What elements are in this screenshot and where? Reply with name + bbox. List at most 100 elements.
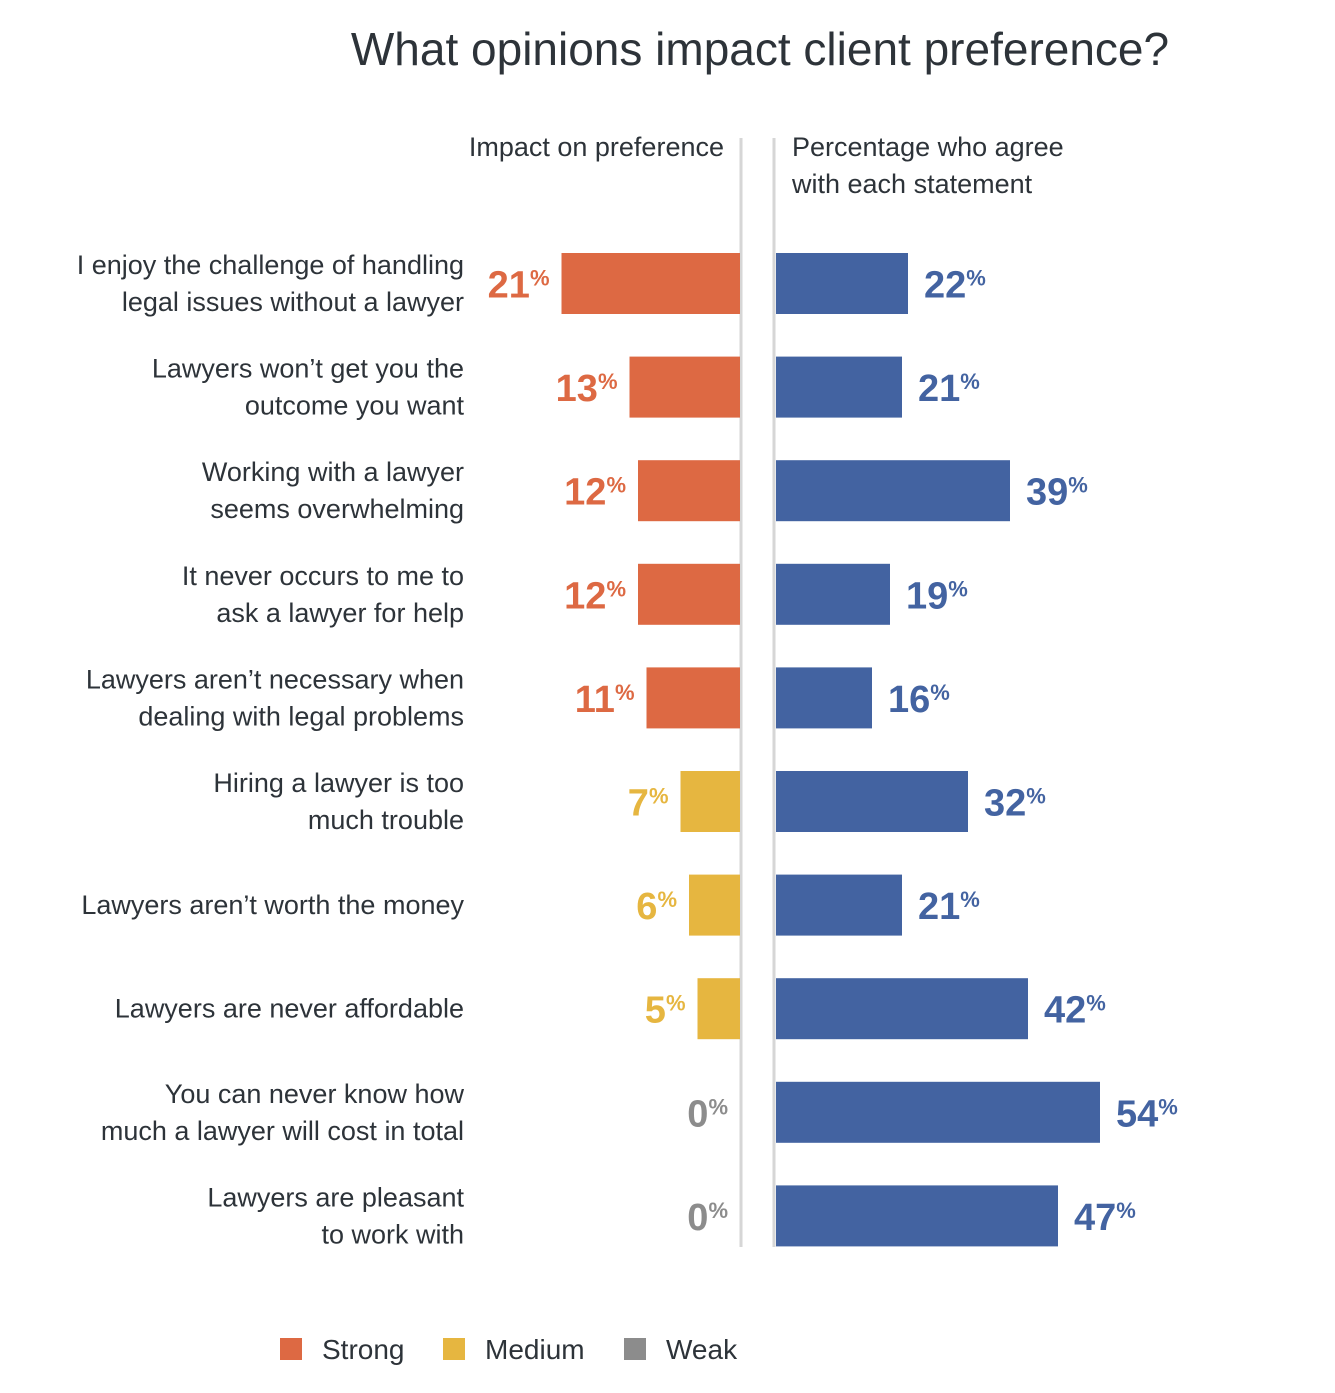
chart-row: You can never know how much a lawyer will…: [101, 1079, 1178, 1146]
impact-value-label-unit: %: [666, 991, 686, 1016]
impact-value-label: 12%: [564, 472, 626, 514]
category-label: I enjoy the challenge of handling legal i…: [77, 250, 464, 317]
agree-value-label-number: 16: [888, 679, 930, 721]
impact-bar: [561, 253, 740, 314]
impact-value-label-number: 5: [645, 990, 666, 1032]
category-label: Lawyers are never affordable: [115, 994, 464, 1024]
agree-bar: [776, 978, 1028, 1040]
category-label-line: much trouble: [308, 805, 464, 835]
category-label-line: You can never know how: [165, 1079, 465, 1109]
legend-item: Strong: [280, 1334, 405, 1365]
impact-value-label: 0%: [687, 1093, 728, 1135]
agree-bar: [776, 1185, 1058, 1247]
category-label-line: Lawyers are never affordable: [115, 994, 464, 1024]
impact-bar: [689, 874, 740, 936]
impact-value-label-number: 6: [636, 886, 657, 928]
right-column-header-line-1: Percentage who agree: [792, 132, 1064, 162]
agree-bar: [776, 460, 1010, 522]
impact-value-label-number: 12: [564, 575, 606, 617]
category-label-line: dealing with legal problems: [138, 701, 464, 731]
impact-value-label-number: 7: [628, 783, 649, 825]
agree-value-label-number: 32: [984, 783, 1026, 825]
agree-value-label-unit: %: [948, 576, 968, 601]
legend-item: Weak: [624, 1334, 738, 1365]
agree-value-label-unit: %: [1068, 473, 1088, 498]
agree-bar: [776, 253, 908, 314]
chart-row: Working with a lawyer seems overwhelming 1…: [202, 457, 1088, 524]
legend-item: Medium: [443, 1334, 585, 1365]
impact-value-label: 13%: [556, 368, 618, 410]
impact-value-label-unit: %: [615, 680, 635, 705]
impact-bar: [680, 771, 740, 832]
impact-value-label-number: 21: [488, 265, 530, 307]
impact-value-label: 11%: [575, 679, 635, 721]
chart-row: Lawyers won’t get you the outcome you wan…: [152, 354, 980, 421]
impact-value-label-number: 13: [556, 368, 598, 410]
impact-value-label-unit: %: [606, 576, 626, 601]
chart-row: Lawyers aren’t worth the money 6% 21%: [81, 874, 980, 936]
category-label-line: I enjoy the challenge of handling: [77, 250, 464, 280]
category-label: Lawyers won’t get you the outcome you wan…: [152, 354, 465, 421]
agree-value-label: 39%: [1026, 472, 1088, 514]
agree-value-label: 22%: [924, 265, 986, 307]
agree-value-label-number: 22: [924, 265, 966, 307]
chart-row: I enjoy the challenge of handling legal i…: [77, 250, 986, 317]
impact-value-label: 12%: [564, 575, 626, 617]
agree-value-label: 21%: [918, 886, 980, 928]
agree-value-label-unit: %: [960, 369, 980, 394]
impact-bar: [638, 563, 740, 625]
chart-row: Lawyers are pleasant to work with 0% 47%: [207, 1182, 1136, 1249]
chart-row: Hiring a lawyer is too much trouble 7% 32%: [213, 768, 1045, 835]
agree-bar: [776, 874, 902, 936]
impact-value-label: 5%: [645, 990, 686, 1032]
agree-value-label-number: 21: [918, 886, 960, 928]
legend-label: Medium: [485, 1334, 585, 1365]
impact-value-label-number: 11: [575, 679, 615, 721]
category-label: Lawyers aren’t worth the money: [81, 890, 464, 920]
impact-bar: [646, 667, 740, 729]
impact-bar: [638, 460, 740, 522]
category-label-line: Working with a lawyer: [202, 457, 464, 487]
impact-value-label-number: 0: [687, 1197, 708, 1239]
agree-value-label-number: 54: [1116, 1093, 1158, 1135]
agree-value-label-number: 42: [1044, 990, 1086, 1032]
agree-bar: [776, 667, 872, 729]
chart-row: Lawyers are never affordable 5% 42%: [115, 978, 1106, 1040]
category-label: Lawyers are pleasant to work with: [207, 1182, 464, 1249]
legend-label: Weak: [666, 1334, 738, 1365]
impact-value-label-unit: %: [598, 369, 618, 394]
agree-value-label-unit: %: [1086, 991, 1106, 1016]
category-label-line: ask a lawyer for help: [216, 598, 464, 628]
agree-value-label: 54%: [1116, 1093, 1178, 1135]
impact-value-label-number: 0: [687, 1093, 708, 1135]
agree-value-label: 16%: [888, 679, 950, 721]
impact-value-label-unit: %: [649, 784, 669, 809]
category-label: It never occurs to me to ask a lawyer for…: [182, 561, 464, 628]
impact-value-label-unit: %: [606, 473, 626, 498]
category-label-line: much a lawyer will cost in total: [101, 1116, 464, 1146]
impact-value-label-unit: %: [708, 1094, 728, 1119]
agree-value-label-unit: %: [1026, 784, 1046, 809]
category-label-line: seems overwhelming: [210, 494, 464, 524]
agree-value-label-number: 19: [906, 575, 948, 617]
agree-bar: [776, 1081, 1100, 1143]
category-label-line: Lawyers aren’t necessary when: [86, 664, 464, 694]
category-label: Lawyers aren’t necessary when dealing wit…: [86, 664, 464, 731]
agree-value-label: 32%: [984, 783, 1046, 825]
agree-value-label-number: 39: [1026, 472, 1068, 514]
category-label-line: Lawyers aren’t worth the money: [81, 890, 464, 920]
agree-value-label: 21%: [918, 368, 980, 410]
agree-value-label-unit: %: [1158, 1094, 1178, 1119]
agree-bar: [776, 356, 902, 418]
legend-swatch: [280, 1338, 302, 1360]
agree-value-label: 42%: [1044, 990, 1106, 1032]
impact-value-label: 21%: [488, 265, 550, 307]
impact-value-label-number: 12: [564, 472, 606, 514]
agree-value-label-unit: %: [1116, 1198, 1136, 1223]
left-column-header: Impact on preference: [469, 132, 724, 162]
chart-row: It never occurs to me to ask a lawyer for…: [182, 561, 968, 628]
impact-value-label-unit: %: [657, 887, 677, 912]
category-label-line: outcome you want: [245, 391, 465, 421]
impact-value-label-unit: %: [708, 1198, 728, 1223]
